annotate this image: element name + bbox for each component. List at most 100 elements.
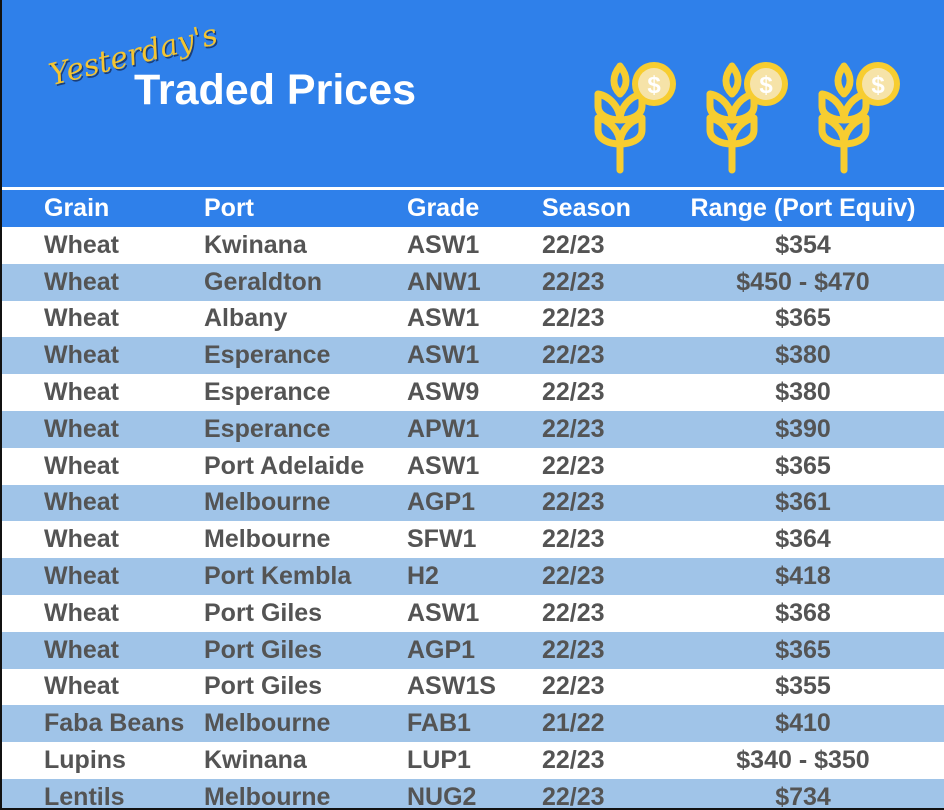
wheat-dollar-icon: $ [814, 58, 904, 176]
table-row: Wheat Geraldton ANW1 22/23 $450 - $470 [2, 263, 944, 301]
col-header-grain: Grain [2, 190, 204, 227]
col-header-port: Port [204, 190, 407, 227]
cell-grade: ASW1 [407, 594, 542, 632]
cell-port: Kwinana [204, 742, 407, 779]
cell-port: Kwinana [204, 227, 407, 264]
cell-season: 22/23 [542, 410, 662, 448]
col-header-season: Season [542, 190, 662, 227]
cell-season: 22/23 [542, 300, 662, 338]
cell-season: 22/23 [542, 484, 662, 522]
cell-port: Port Kembla [204, 558, 407, 595]
svg-text:$: $ [647, 72, 661, 99]
cell-grade: FAB1 [407, 705, 542, 743]
header-divider [2, 187, 944, 190]
svg-text:$: $ [759, 72, 773, 99]
cell-season: 22/23 [542, 778, 662, 808]
cell-range: $734 [662, 778, 944, 808]
cell-range: $361 [662, 484, 944, 522]
cell-range: $390 [662, 410, 944, 448]
cell-grade: APW1 [407, 410, 542, 448]
table-row: Wheat Port Giles ASW1S 22/23 $355 [2, 668, 944, 706]
cell-season: 22/23 [542, 447, 662, 485]
cell-grade: ASW9 [407, 374, 542, 411]
cell-range: $365 [662, 447, 944, 485]
table-row: Wheat Melbourne AGP1 22/23 $361 [2, 484, 944, 522]
cell-grain: Wheat [2, 594, 204, 632]
table-row: Wheat Esperance APW1 22/23 $390 [2, 410, 944, 448]
cell-port: Melbourne [204, 484, 407, 522]
cell-range: $410 [662, 705, 944, 743]
table-row: Wheat Port Kembla H2 22/23 $418 [2, 558, 944, 595]
header-banner: Yesterday's Traded Prices $ [2, 0, 944, 187]
cell-range: $368 [662, 594, 944, 632]
cell-port: Albany [204, 300, 407, 338]
col-header-grade: Grade [407, 190, 542, 227]
cell-range: $450 - $470 [662, 263, 944, 301]
cell-season: 22/23 [542, 742, 662, 779]
cell-port: Esperance [204, 410, 407, 448]
cell-grade: AGP1 [407, 484, 542, 522]
cell-range: $355 [662, 668, 944, 706]
cell-grain: Wheat [2, 374, 204, 411]
cell-grade: ASW1 [407, 300, 542, 338]
prices-table: Grain Port Grade Season Range (Port Equi… [2, 190, 944, 808]
cell-grain: Wheat [2, 337, 204, 375]
cell-grade: ASW1 [407, 447, 542, 485]
cell-grade: LUP1 [407, 742, 542, 779]
cell-grain: Wheat [2, 263, 204, 301]
cell-port: Port Giles [204, 668, 407, 706]
cell-grain: Wheat [2, 668, 204, 706]
cell-port: Port Giles [204, 594, 407, 632]
cell-range: $354 [662, 227, 944, 264]
cell-range: $418 [662, 558, 944, 595]
cell-grain: Wheat [2, 447, 204, 485]
cell-grain: Lentils [2, 778, 204, 808]
cell-grade: ASW1S [407, 668, 542, 706]
col-header-range: Range (Port Equiv) [662, 190, 944, 227]
cell-grade: NUG2 [407, 778, 542, 808]
cell-grade: SFW1 [407, 521, 542, 559]
cell-season: 21/22 [542, 705, 662, 743]
cell-grade: ANW1 [407, 263, 542, 301]
cell-grain: Lupins [2, 742, 204, 779]
cell-port: Port Giles [204, 631, 407, 669]
cell-range: $364 [662, 521, 944, 559]
table-row: Wheat Albany ASW1 22/23 $365 [2, 300, 944, 338]
table-row: Wheat Melbourne SFW1 22/23 $364 [2, 521, 944, 559]
table-row: Wheat Port Giles AGP1 22/23 $365 [2, 631, 944, 669]
cell-range: $380 [662, 374, 944, 411]
cell-grain: Wheat [2, 227, 204, 264]
cell-range: $365 [662, 300, 944, 338]
wheat-dollar-icon: $ [590, 58, 680, 176]
cell-season: 22/23 [542, 558, 662, 595]
cell-grain: Wheat [2, 410, 204, 448]
cell-port: Esperance [204, 337, 407, 375]
table-row: Wheat Port Giles ASW1 22/23 $368 [2, 594, 944, 632]
cell-grain: Wheat [2, 521, 204, 559]
cell-range: $380 [662, 337, 944, 375]
cell-grade: AGP1 [407, 631, 542, 669]
cell-grain: Faba Beans [2, 705, 204, 743]
svg-text:$: $ [871, 72, 885, 99]
cell-port: Melbourne [204, 778, 407, 808]
wheat-dollar-icon: $ [702, 58, 792, 176]
cell-season: 22/23 [542, 668, 662, 706]
table-row: Lentils Melbourne NUG2 22/23 $734 [2, 778, 944, 808]
cell-port: Melbourne [204, 705, 407, 743]
table-row: Wheat Port Adelaide ASW1 22/23 $365 [2, 447, 944, 485]
table-row: Wheat Esperance ASW9 22/23 $380 [2, 374, 944, 411]
table-row: Lupins Kwinana LUP1 22/23 $340 - $350 [2, 742, 944, 779]
cell-season: 22/23 [542, 521, 662, 559]
cell-port: Port Adelaide [204, 447, 407, 485]
table-header-row: Grain Port Grade Season Range (Port Equi… [2, 190, 944, 227]
cell-port: Esperance [204, 374, 407, 411]
cell-grain: Wheat [2, 300, 204, 338]
cell-grade: H2 [407, 558, 542, 595]
cell-season: 22/23 [542, 631, 662, 669]
cell-grade: ASW1 [407, 227, 542, 264]
cell-season: 22/23 [542, 227, 662, 264]
cell-range: $365 [662, 631, 944, 669]
cell-grain: Wheat [2, 558, 204, 595]
cell-season: 22/23 [542, 337, 662, 375]
